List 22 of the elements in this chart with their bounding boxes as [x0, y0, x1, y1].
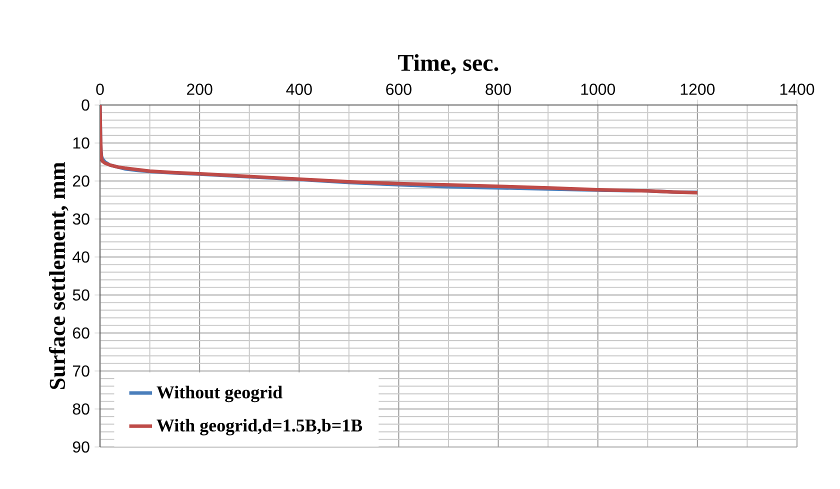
y-tick-label: 60: [72, 327, 90, 339]
x-tick-label: 800: [486, 84, 512, 95]
x-tick-label: 1200: [680, 84, 715, 95]
y-tick-label: 50: [72, 289, 90, 301]
y-tick-label: 10: [73, 137, 90, 149]
x-tick-label: 600: [386, 84, 412, 95]
y-tick-label: 20: [72, 175, 90, 187]
x-axis-title: Time, sec.: [398, 54, 498, 74]
y-tick-label: 80: [72, 403, 90, 415]
y-axis-title: Surface settlement, mm: [48, 162, 68, 390]
x-tick-label: 200: [187, 84, 212, 95]
x-tick-label: 1000: [581, 84, 616, 95]
y-tick-label: 70: [72, 365, 90, 377]
x-tick-label: 0: [96, 84, 104, 95]
y-tick-label: 30: [72, 213, 90, 225]
legend-label: With geogrid,d=1.5B,b=1B: [156, 418, 362, 436]
legend-label: Without geogrid: [156, 386, 282, 402]
y-tick-label: 40: [72, 251, 90, 263]
y-tick-label: 0: [82, 99, 90, 111]
x-tick-label: 400: [286, 84, 312, 95]
x-tick-label: 1400: [780, 84, 814, 95]
y-tick-label: 90: [72, 441, 90, 453]
